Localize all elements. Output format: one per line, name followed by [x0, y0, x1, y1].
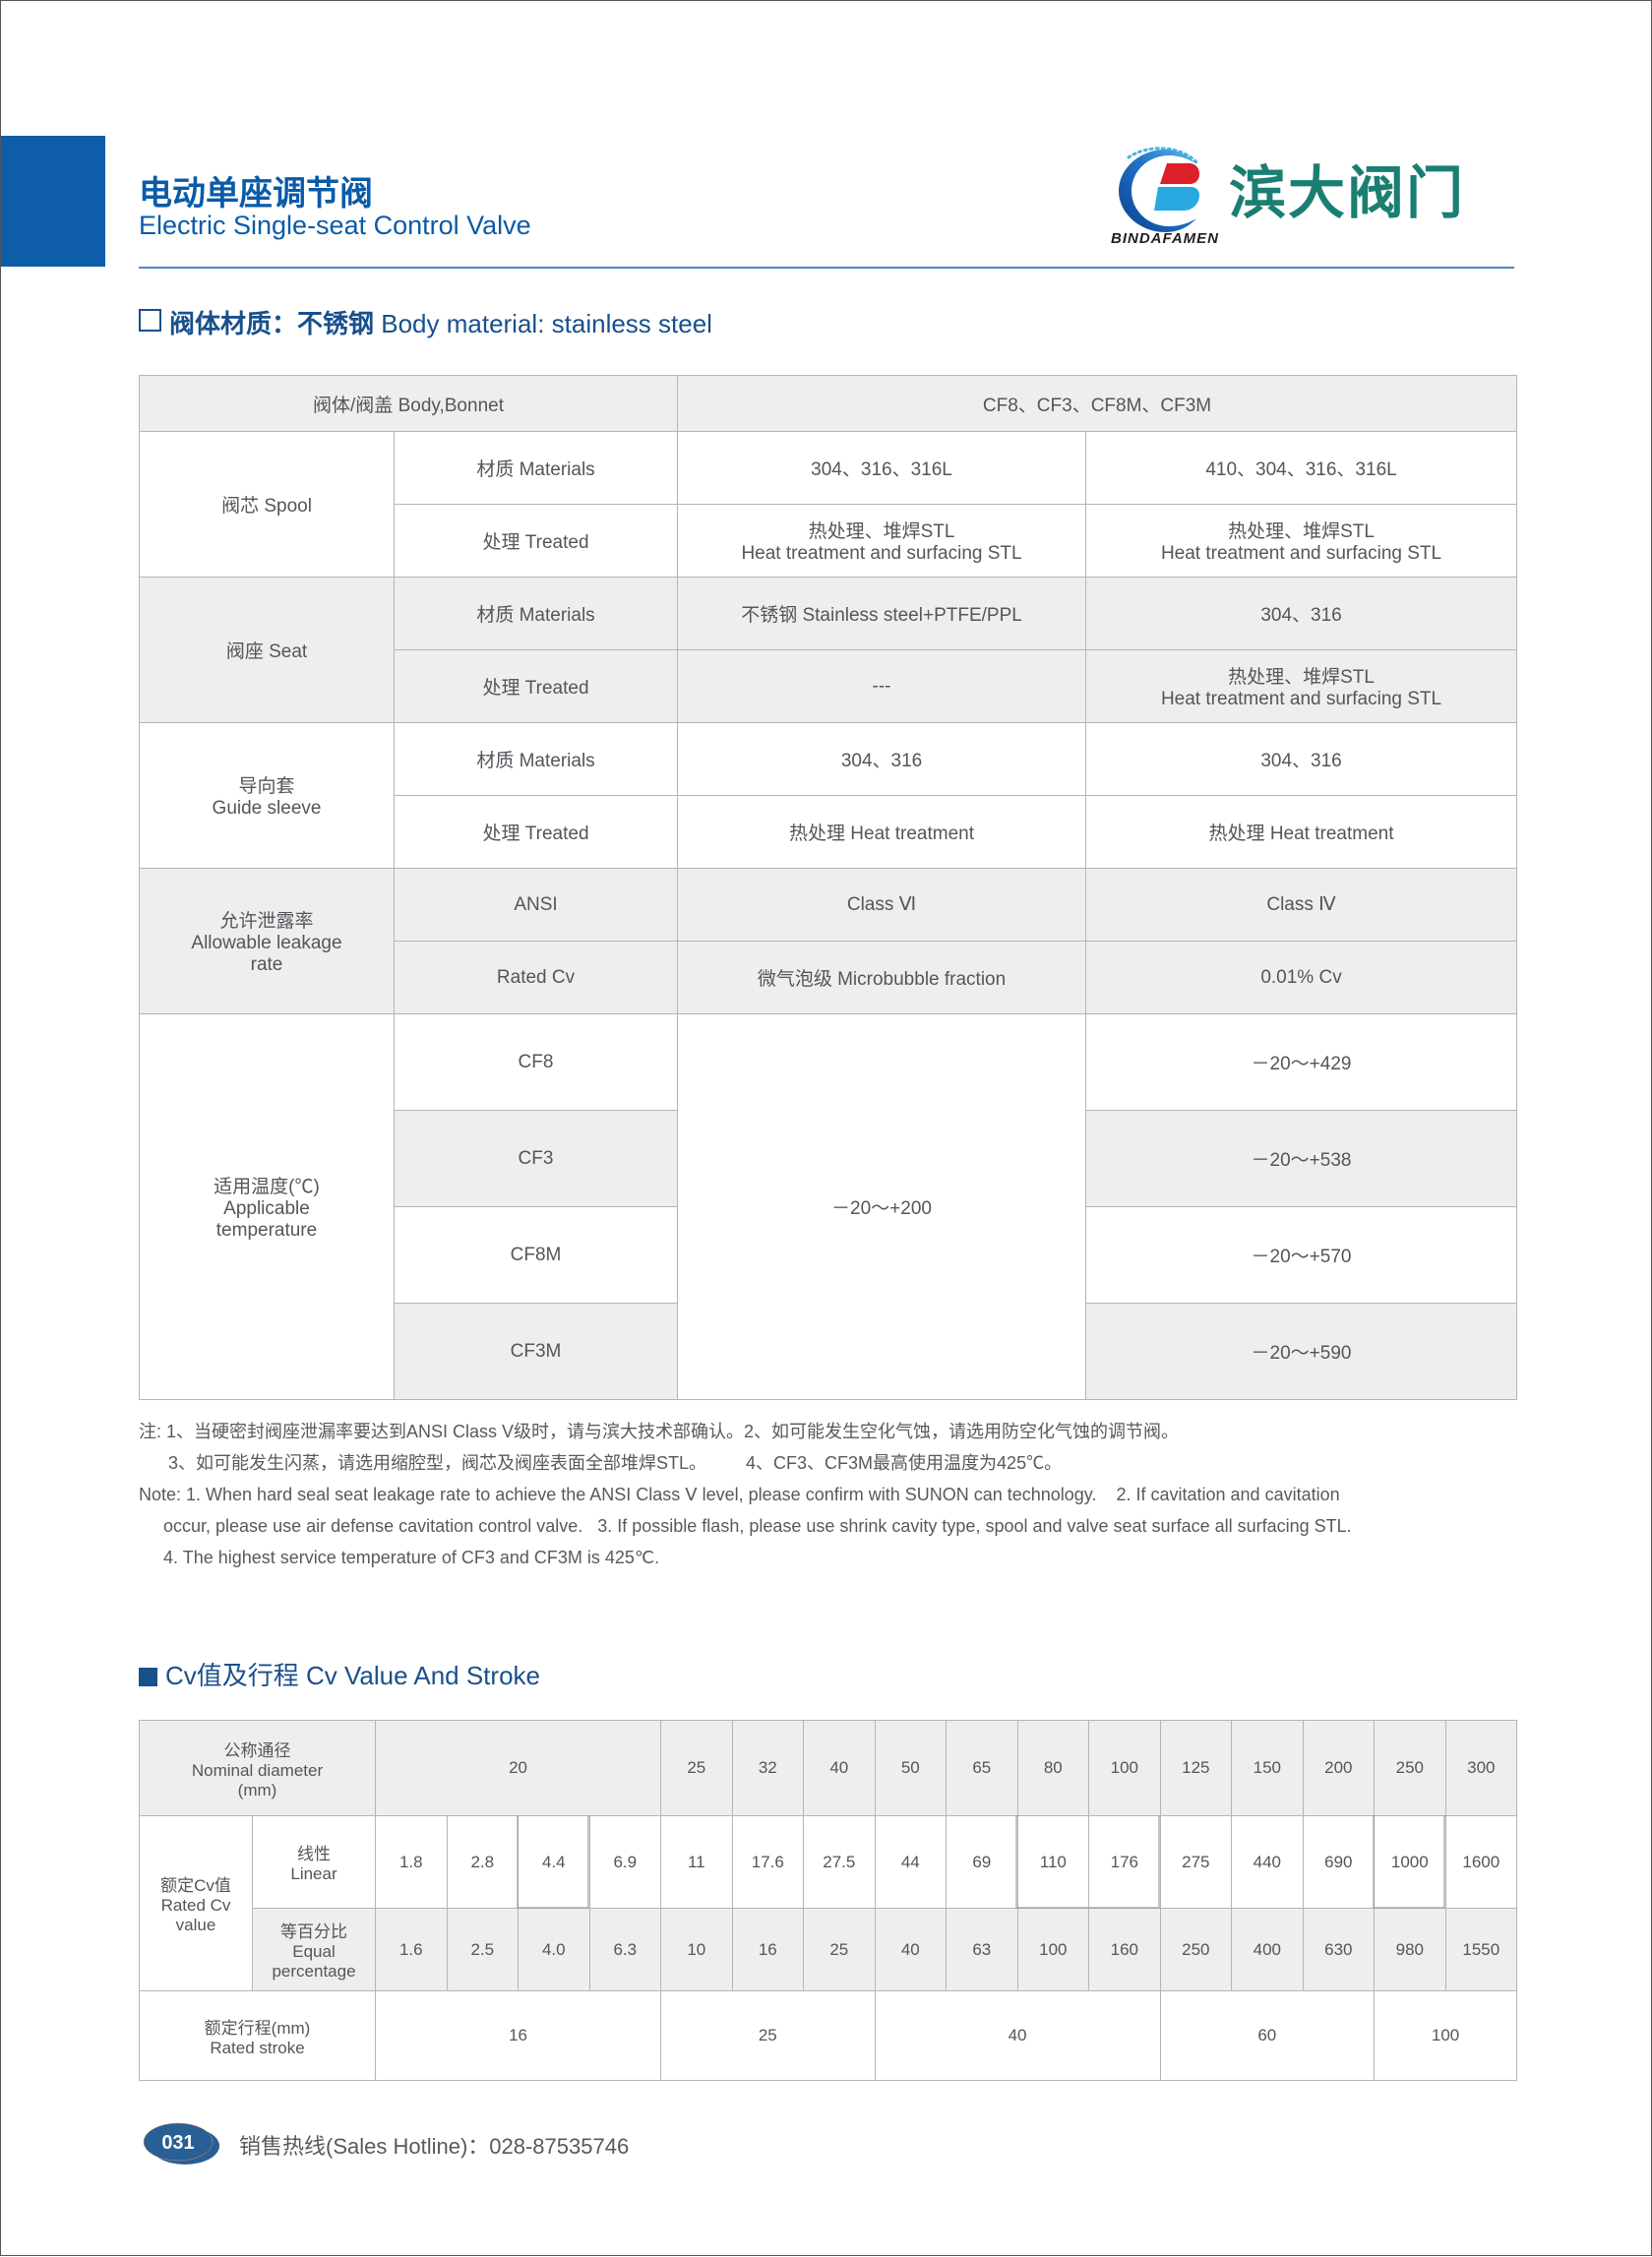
svg-text:031: 031: [161, 2132, 194, 2154]
